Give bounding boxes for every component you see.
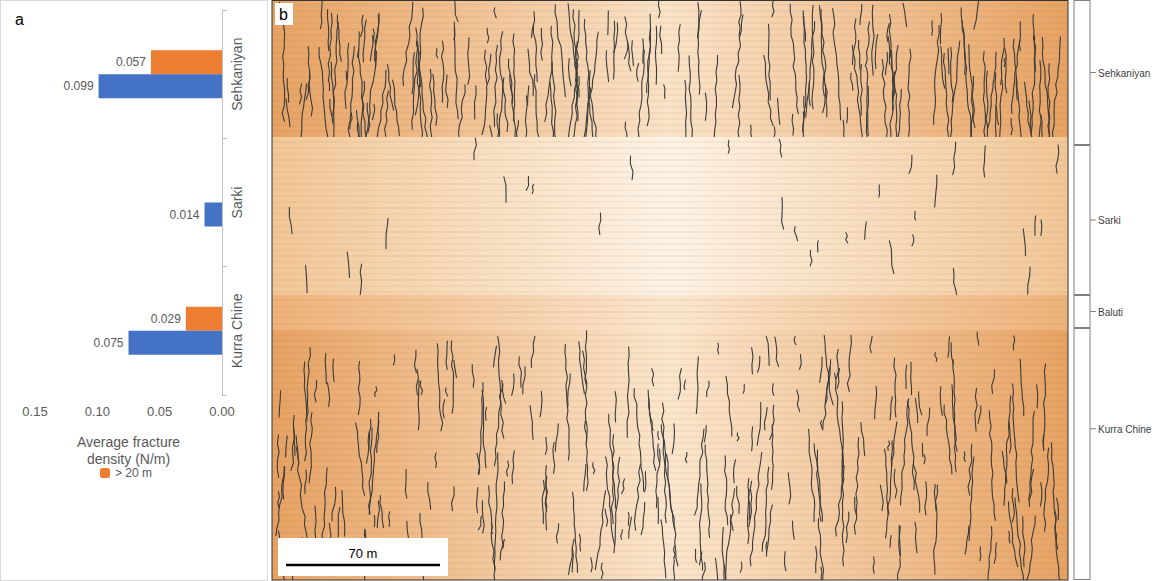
svg-text:Sarki: Sarki — [1098, 215, 1121, 226]
svg-text:0.099: 0.099 — [64, 79, 94, 93]
svg-text:0.075: 0.075 — [93, 336, 123, 350]
svg-text:0.10: 0.10 — [85, 404, 110, 419]
svg-text:> 20 m: > 20 m — [115, 466, 152, 480]
svg-text:a: a — [15, 11, 24, 28]
svg-text:0.15: 0.15 — [22, 404, 47, 419]
svg-text:density (N/m): density (N/m) — [87, 451, 170, 467]
svg-text:0.05: 0.05 — [147, 404, 172, 419]
svg-text:Kurra Chine: Kurra Chine — [229, 293, 245, 368]
svg-text:Sehkaniyan: Sehkaniyan — [229, 38, 245, 111]
svg-text:0.057: 0.057 — [116, 55, 146, 69]
svg-text:Average fracture: Average fracture — [77, 434, 180, 450]
svg-text:Kurra Chine: Kurra Chine — [1098, 424, 1152, 435]
svg-text:0.029: 0.029 — [151, 312, 181, 326]
svg-text:b: b — [279, 6, 288, 23]
svg-text:70 m: 70 m — [349, 546, 378, 561]
svg-text:Sarki: Sarki — [229, 187, 245, 219]
svg-text:Sehkaniyan: Sehkaniyan — [1098, 68, 1150, 79]
svg-text:0.00: 0.00 — [209, 404, 234, 419]
svg-text:0.014: 0.014 — [170, 208, 200, 222]
svg-text:Baluti: Baluti — [1098, 307, 1123, 318]
